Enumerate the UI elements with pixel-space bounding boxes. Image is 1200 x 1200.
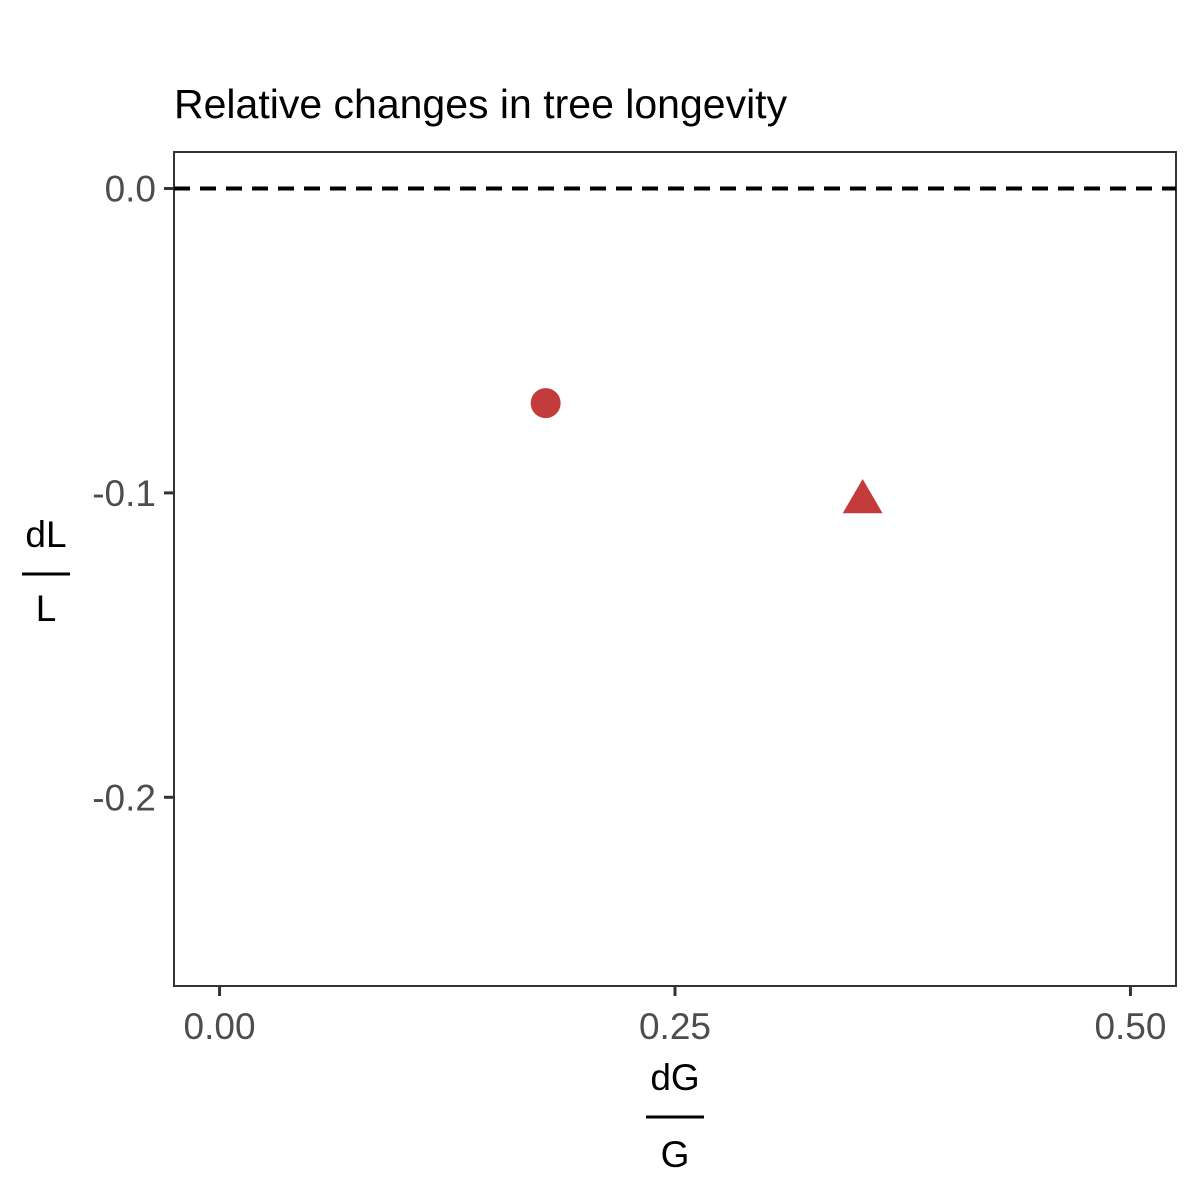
y-tick-label: -0.2 xyxy=(92,777,156,818)
x-tick-label: 0.00 xyxy=(184,1006,256,1047)
x-axis-label: dG G xyxy=(646,1057,704,1175)
data-point-circle xyxy=(530,388,561,419)
y-axis-label-numerator: dL xyxy=(25,514,66,555)
y-axis-label: dL L xyxy=(22,514,70,629)
y-tick-label: 0.0 xyxy=(105,169,156,210)
x-tick-label: 0.50 xyxy=(1094,1006,1166,1047)
x-axis-label-numerator: dG xyxy=(650,1057,699,1098)
data-point-triangle xyxy=(842,479,883,514)
y-axis-label-denominator: L xyxy=(36,588,57,629)
y-tick-label: -0.1 xyxy=(92,473,156,514)
x-tick-label: 0.25 xyxy=(639,1006,711,1047)
x-axis-label-denominator: G xyxy=(661,1134,690,1175)
chart-title: Relative changes in tree longevity xyxy=(174,81,788,127)
plot-panel xyxy=(173,151,1177,987)
